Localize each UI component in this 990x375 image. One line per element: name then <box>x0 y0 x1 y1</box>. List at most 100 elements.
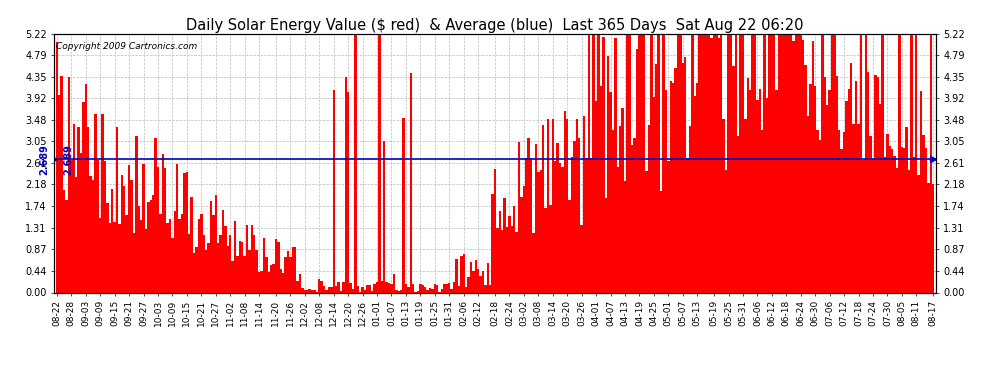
Bar <box>306 290 309 292</box>
Bar <box>864 34 867 292</box>
Bar <box>274 239 277 292</box>
Bar <box>742 34 744 292</box>
Bar <box>248 250 250 292</box>
Bar <box>154 138 156 292</box>
Bar <box>60 76 63 292</box>
Bar <box>345 77 346 292</box>
Bar <box>829 90 831 292</box>
Bar <box>622 108 624 292</box>
Bar <box>821 34 824 292</box>
Bar <box>915 34 918 292</box>
Bar <box>267 273 270 292</box>
Bar <box>499 211 501 292</box>
Bar <box>639 34 641 292</box>
Bar <box>879 104 881 292</box>
Bar <box>272 264 275 292</box>
Bar <box>70 160 72 292</box>
Bar <box>469 262 472 292</box>
Bar <box>874 75 876 292</box>
Bar <box>660 191 662 292</box>
Bar <box>133 234 135 292</box>
Bar <box>427 290 429 292</box>
Bar <box>321 281 323 292</box>
Bar <box>143 164 145 292</box>
Bar <box>751 34 753 292</box>
Bar <box>556 143 558 292</box>
Bar <box>730 34 733 292</box>
Bar <box>181 214 183 292</box>
Bar <box>855 81 857 292</box>
Bar <box>101 114 104 292</box>
Bar <box>217 243 220 292</box>
Bar <box>568 200 571 292</box>
Bar <box>220 235 222 292</box>
Bar <box>335 286 338 292</box>
Bar <box>296 281 299 292</box>
Bar <box>602 37 605 292</box>
Bar <box>450 289 452 292</box>
Bar <box>455 259 457 292</box>
Bar <box>116 127 118 292</box>
Bar <box>701 34 703 292</box>
Bar <box>677 34 679 292</box>
Bar <box>195 247 198 292</box>
Bar <box>561 167 563 292</box>
Bar <box>482 272 484 292</box>
Bar <box>636 49 639 292</box>
Bar <box>513 207 516 292</box>
Bar <box>292 248 294 292</box>
Bar <box>819 140 821 292</box>
Bar <box>287 251 289 292</box>
Bar <box>309 289 311 292</box>
Bar <box>783 34 785 292</box>
Bar <box>106 203 109 292</box>
Bar <box>696 83 698 292</box>
Bar <box>780 34 783 292</box>
Bar <box>886 134 889 292</box>
Bar <box>518 141 521 292</box>
Bar <box>588 34 590 292</box>
Bar <box>173 211 176 292</box>
Bar <box>361 287 363 292</box>
Bar <box>123 186 126 292</box>
Bar <box>544 208 546 292</box>
Bar <box>554 161 556 292</box>
Bar <box>313 290 316 292</box>
Bar <box>419 284 422 292</box>
Bar <box>246 225 248 292</box>
Bar <box>417 291 419 292</box>
Bar <box>785 34 787 292</box>
Bar <box>686 158 689 292</box>
Bar <box>477 268 479 292</box>
Bar <box>578 138 580 292</box>
Bar <box>932 184 935 292</box>
Bar <box>845 100 847 292</box>
Bar <box>63 190 65 292</box>
Bar <box>735 34 737 292</box>
Bar <box>368 285 371 292</box>
Bar <box>891 149 893 292</box>
Bar <box>650 34 652 292</box>
Bar <box>876 77 879 292</box>
Bar <box>718 38 720 292</box>
Bar <box>378 34 380 292</box>
Bar <box>265 257 267 292</box>
Bar <box>260 271 262 292</box>
Bar <box>893 156 896 292</box>
Bar <box>538 172 540 292</box>
Bar <box>733 66 735 292</box>
Bar <box>207 243 210 292</box>
Bar <box>171 238 173 292</box>
Bar <box>655 64 657 292</box>
Bar <box>684 57 686 292</box>
Bar <box>814 86 817 292</box>
Bar <box>715 34 718 292</box>
Bar <box>831 34 834 292</box>
Bar <box>807 116 809 292</box>
Bar <box>333 90 335 292</box>
Bar <box>373 284 376 292</box>
Bar <box>852 124 855 292</box>
Bar <box>761 130 763 292</box>
Bar <box>652 97 655 292</box>
Bar <box>289 257 292 292</box>
